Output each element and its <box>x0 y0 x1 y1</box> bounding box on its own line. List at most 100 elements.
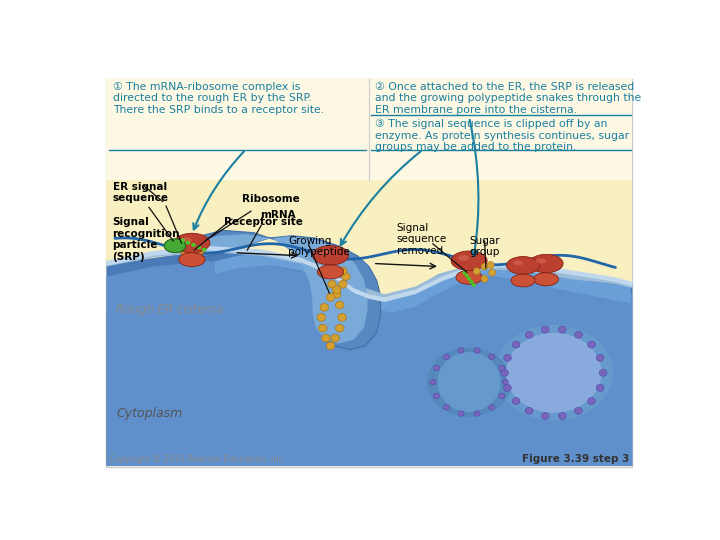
Bar <box>107 369 632 372</box>
Ellipse shape <box>500 369 508 376</box>
Ellipse shape <box>318 265 343 279</box>
Ellipse shape <box>322 334 330 342</box>
Bar <box>107 441 632 444</box>
Bar <box>107 347 632 350</box>
Ellipse shape <box>541 326 549 333</box>
Bar <box>107 438 632 441</box>
Ellipse shape <box>338 267 347 275</box>
Polygon shape <box>215 253 631 313</box>
Bar <box>107 395 632 397</box>
Ellipse shape <box>511 274 535 287</box>
Text: ③ The signal sequence is clipped off by an
enzyme. As protein synthesis continue: ③ The signal sequence is clipped off by … <box>375 119 629 152</box>
Bar <box>107 383 632 385</box>
Bar <box>107 372 632 374</box>
Bar <box>107 400 632 402</box>
Bar <box>107 329 632 331</box>
Text: Signal
recognition
particle
(SRP): Signal recognition particle (SRP) <box>112 217 180 262</box>
Bar <box>107 374 632 376</box>
Bar <box>107 426 632 428</box>
Bar <box>106 78 632 180</box>
Bar <box>107 334 632 336</box>
Bar <box>107 404 632 407</box>
Ellipse shape <box>541 413 549 420</box>
Polygon shape <box>107 246 632 300</box>
Bar <box>107 378 632 381</box>
Bar <box>107 443 632 445</box>
Ellipse shape <box>444 404 449 410</box>
Bar <box>107 361 632 363</box>
Ellipse shape <box>506 333 601 413</box>
Bar <box>107 409 632 411</box>
Bar <box>107 360 632 362</box>
Bar <box>107 336 632 339</box>
Ellipse shape <box>487 261 494 268</box>
Ellipse shape <box>444 354 449 360</box>
Ellipse shape <box>202 248 207 252</box>
Bar <box>107 349 632 351</box>
Bar <box>107 356 632 359</box>
Ellipse shape <box>481 275 488 282</box>
Text: Ribosome: Ribosome <box>242 194 300 204</box>
Bar <box>107 390 632 393</box>
Ellipse shape <box>336 301 344 309</box>
Bar <box>107 355 632 357</box>
Ellipse shape <box>333 291 341 298</box>
Ellipse shape <box>469 280 473 284</box>
Bar <box>107 364 632 367</box>
Bar <box>107 432 632 434</box>
Ellipse shape <box>181 238 192 243</box>
Bar <box>107 392 632 394</box>
Ellipse shape <box>338 280 347 288</box>
Bar <box>107 394 632 396</box>
Bar <box>107 435 632 437</box>
Bar <box>107 312 632 466</box>
Ellipse shape <box>489 404 495 410</box>
Bar <box>107 363 632 365</box>
Bar <box>107 412 632 414</box>
Ellipse shape <box>513 260 523 265</box>
Bar <box>107 420 632 422</box>
Ellipse shape <box>465 274 469 278</box>
Text: ER signal
sequence: ER signal sequence <box>112 182 168 204</box>
Ellipse shape <box>559 413 566 420</box>
Bar <box>107 418 632 421</box>
Ellipse shape <box>529 254 563 273</box>
Bar <box>107 345 632 347</box>
Bar <box>107 406 632 408</box>
Ellipse shape <box>430 379 436 384</box>
Bar <box>107 366 632 368</box>
Bar <box>107 444 632 447</box>
Text: ② Once attached to the ER, the SRP is released
and the growing polypeptide snake: ② Once attached to the ER, the SRP is re… <box>375 82 642 115</box>
Bar <box>107 428 632 430</box>
Ellipse shape <box>507 256 539 274</box>
Polygon shape <box>107 261 632 466</box>
Bar <box>107 429 632 431</box>
Ellipse shape <box>333 286 341 293</box>
Ellipse shape <box>456 271 482 284</box>
Ellipse shape <box>474 348 480 353</box>
Ellipse shape <box>451 251 487 271</box>
Ellipse shape <box>433 393 440 399</box>
Ellipse shape <box>174 233 210 253</box>
Ellipse shape <box>526 332 533 338</box>
Bar <box>107 326 632 328</box>
Polygon shape <box>168 231 381 350</box>
Bar <box>107 350 632 353</box>
Bar <box>107 335 632 338</box>
Bar <box>107 410 632 413</box>
Ellipse shape <box>534 273 559 286</box>
Bar <box>107 415 632 417</box>
Bar <box>107 430 632 433</box>
Ellipse shape <box>474 411 480 416</box>
Polygon shape <box>192 234 367 343</box>
Ellipse shape <box>512 397 520 404</box>
Text: Copyright © 2010 Pearson Education, Inc.: Copyright © 2010 Pearson Education, Inc. <box>109 455 286 464</box>
Ellipse shape <box>342 273 350 280</box>
Bar <box>107 384 632 387</box>
Ellipse shape <box>462 271 467 275</box>
Ellipse shape <box>320 250 330 255</box>
Bar <box>107 437 632 439</box>
Text: Rough ER cistema: Rough ER cistema <box>117 303 224 316</box>
Ellipse shape <box>504 354 511 361</box>
Bar <box>107 446 632 448</box>
